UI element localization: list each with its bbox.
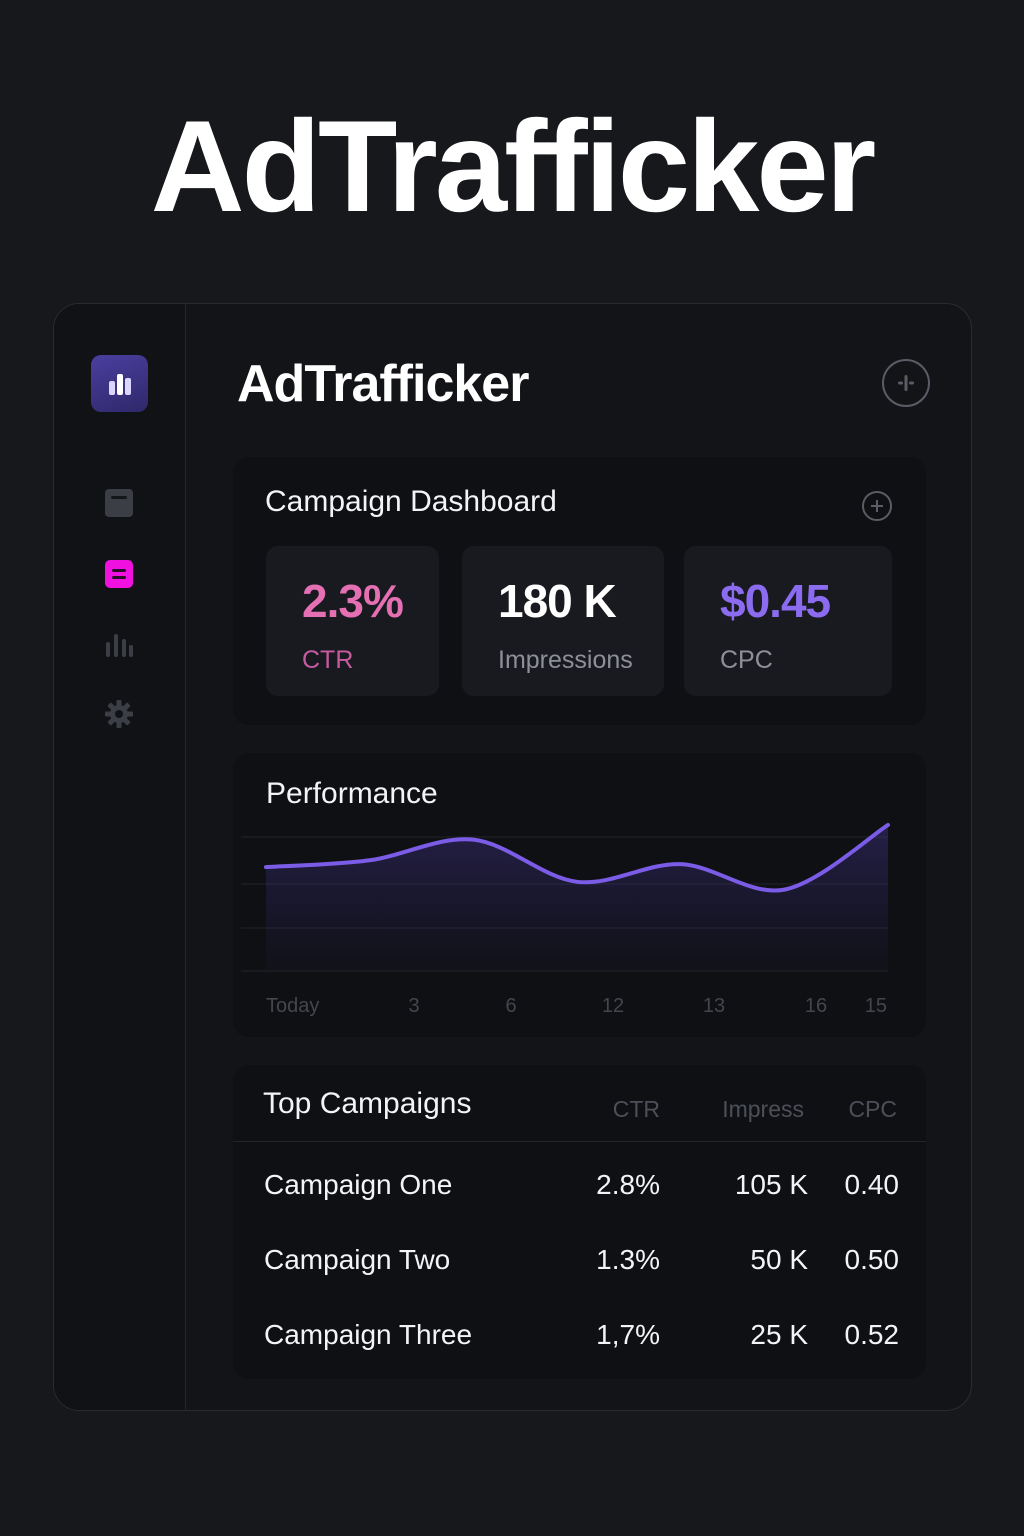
sidebar-item-analytics[interactable]: [103, 629, 135, 661]
gear-icon: [105, 700, 133, 728]
stat-value: 180 K: [498, 575, 617, 627]
top-campaigns-card: Top Campaigns CTR Impress CPC Campaign O…: [233, 1065, 926, 1379]
stat-value: $0.45: [720, 575, 831, 627]
table-row[interactable]: Campaign Two 1.3% 50 K 0.50: [233, 1244, 926, 1284]
performance-chart: Today 3 6 12 13 16 15: [241, 822, 890, 1017]
campaign-dashboard-card: Campaign Dashboard 2.3% CTR 180 K Impres…: [233, 457, 926, 725]
app-window: AdTrafficker Campaign Dashboard 2.3% CTR: [53, 303, 972, 1411]
stat-card-cpc[interactable]: $0.45 CPC: [684, 546, 892, 696]
top-campaigns-title: Top Campaigns: [263, 1087, 472, 1120]
page-title: AdTrafficker: [237, 355, 529, 413]
x-tick-label: 6: [505, 995, 516, 1017]
stat-label: Impressions: [498, 646, 633, 674]
bar-chart-icon: [106, 634, 133, 657]
header-divider: [233, 1141, 926, 1142]
stat-card-impressions[interactable]: 180 K Impressions: [462, 546, 664, 696]
plus-icon: [871, 500, 883, 512]
campaign-impressions: 105 K: [734, 1169, 808, 1200]
campaign-name: Campaign Three: [264, 1319, 473, 1350]
column-header-cpc[interactable]: CPC: [848, 1096, 897, 1122]
campaign-cpc: 0.40: [844, 1169, 900, 1200]
sidebar-item-settings[interactable]: [103, 698, 135, 730]
column-header-ctr[interactable]: CTR: [612, 1096, 660, 1122]
performance-card: Performance Today 3 6 12 13 16 15: [233, 753, 926, 1037]
list-icon: [105, 560, 133, 588]
dashboard-title: Campaign Dashboard: [265, 485, 557, 518]
calendar-icon: [105, 489, 133, 517]
campaign-ctr: 1,7%: [596, 1319, 660, 1350]
table-row[interactable]: Campaign Three 1,7% 25 K 0.52: [233, 1319, 926, 1359]
x-tick-label: 3: [408, 995, 419, 1017]
plus-icon: [898, 375, 914, 391]
x-tick-label: Today: [266, 995, 319, 1017]
table-row[interactable]: Campaign One 2.8% 105 K 0.40: [233, 1169, 926, 1209]
campaign-name: Campaign One: [264, 1169, 453, 1200]
bar-chart-logo-icon: [108, 373, 131, 395]
performance-area: [266, 824, 888, 971]
x-tick-label: 15: [865, 995, 887, 1017]
sidebar-item-calendar[interactable]: [103, 487, 135, 519]
hero-title: AdTrafficker: [150, 93, 877, 239]
campaign-impressions: 25 K: [750, 1319, 808, 1350]
campaign-ctr: 2.8%: [596, 1169, 660, 1200]
campaign-name: Campaign Two: [264, 1244, 451, 1275]
x-tick-label: 16: [805, 995, 827, 1017]
sidebar: [54, 304, 186, 1410]
stat-value: 2.3%: [302, 575, 404, 627]
x-tick-label: 12: [602, 995, 624, 1017]
dashboard-add-button[interactable]: [862, 491, 892, 521]
stat-label: CPC: [720, 646, 773, 674]
performance-title: Performance: [266, 777, 438, 810]
performance-line: [264, 822, 890, 893]
sidebar-item-list[interactable]: [103, 558, 135, 590]
x-tick-label: 13: [703, 995, 725, 1017]
campaign-impressions: 50 K: [750, 1244, 808, 1275]
app-logo[interactable]: [91, 355, 148, 412]
add-button[interactable]: [882, 359, 930, 407]
column-header-impressions[interactable]: Impress: [722, 1096, 804, 1122]
campaign-cpc: 0.50: [844, 1244, 900, 1275]
campaign-cpc: 0.52: [844, 1319, 900, 1350]
stat-label: CTR: [302, 646, 354, 674]
stat-card-ctr[interactable]: 2.3% CTR: [266, 546, 439, 696]
main-content: AdTrafficker Campaign Dashboard 2.3% CTR: [186, 304, 971, 1410]
campaign-ctr: 1.3%: [596, 1244, 660, 1275]
